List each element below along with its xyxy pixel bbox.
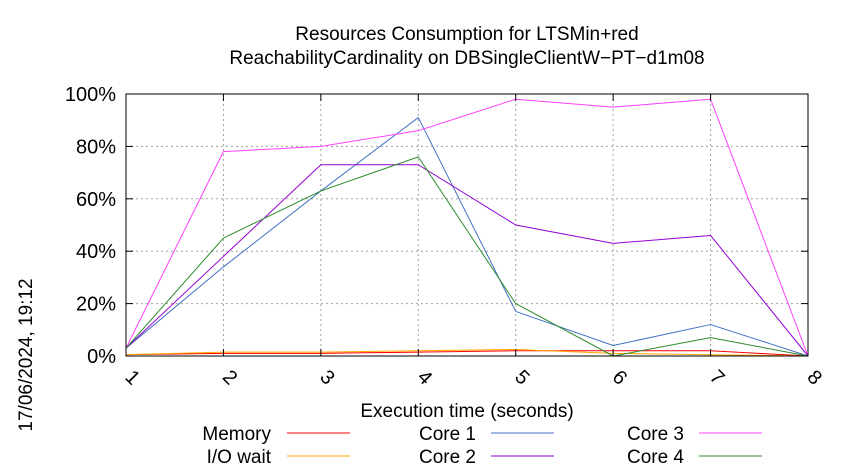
x-tick-label: 5 [510,366,533,389]
legend-label-i-o-wait: I/O wait [207,447,272,468]
chart-title-line-2: ReachabilityCardinality on DBSingleClien… [229,48,704,69]
series-line-memory [125,350,809,357]
plot-frame [125,93,809,357]
series-layer [125,98,809,357]
x-axis-label: Execution time (seconds) [360,401,573,422]
x-tick-label: 6 [608,366,631,389]
x-tick-label: 7 [705,366,728,389]
series-line-core-4 [125,156,809,357]
series-line-i-o-wait [125,348,809,357]
legend-label-core-2: Core 2 [419,447,476,468]
legend-label-core-1: Core 1 [419,424,476,445]
legend-label-memory: Memory [202,424,271,445]
legend-label-core-3: Core 3 [627,424,684,445]
series-line-core-1 [125,117,809,357]
chart-title-line-1: Resources Consumption for LTSMin+red [295,24,638,45]
series-line-core-3 [125,98,809,357]
legend-label-core-4: Core 4 [627,447,684,468]
x-tick-label: 2 [218,366,241,389]
timestamp-label: 17/06/2024, 19:12 [16,278,37,431]
grid-layer [126,94,808,356]
y-tick-label: 0% [87,346,116,368]
y-tick-label: 60% [76,189,116,211]
y-tick-label: 20% [76,294,116,316]
y-tick-label: 100% [65,84,116,106]
series-line-core-2 [125,164,809,357]
x-tick-label: 1 [121,366,144,389]
x-tick-label: 4 [413,366,436,389]
x-tick-label: 3 [315,366,338,389]
y-tick-label: 80% [76,136,116,158]
x-tick-label: 8 [803,366,826,389]
y-tick-label: 40% [76,241,116,263]
